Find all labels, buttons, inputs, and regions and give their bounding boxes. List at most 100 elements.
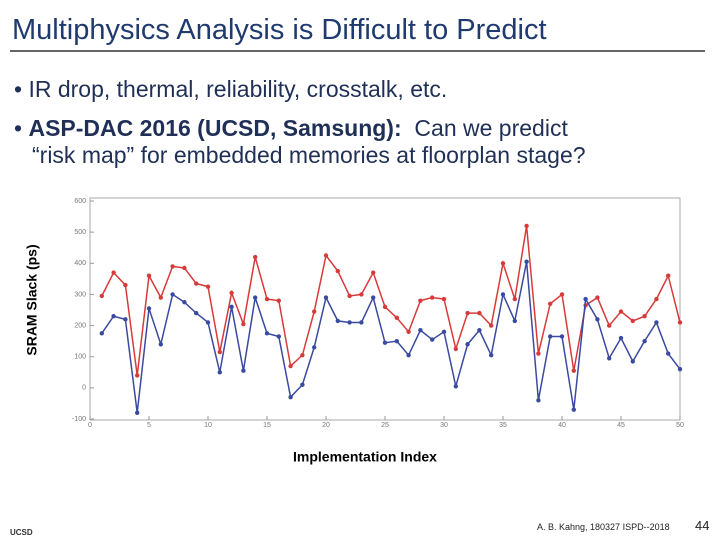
bullet: • ASP-DAC 2016 (UCSD, Samsung): Can we p… [14, 115, 568, 141]
data-point [583, 296, 588, 302]
data-point [630, 318, 635, 324]
x-tick-label: 15 [263, 422, 271, 429]
data-point [276, 298, 281, 303]
page-number: 44 [695, 518, 710, 533]
bullet-text: “risk map” for embedded memories at floo… [32, 142, 586, 168]
x-tick-label: 45 [617, 422, 625, 429]
y-tick-label: 600 [74, 198, 86, 205]
data-point [99, 293, 105, 299]
data-point [158, 342, 163, 347]
data-point [371, 270, 376, 275]
data-point [406, 329, 411, 334]
data-point [241, 321, 246, 327]
bullet: • IR drop, thermal, reliability, crossta… [14, 76, 448, 102]
slide-title: Multiphysics Analysis is Difficult to Pr… [12, 14, 547, 46]
data-point [323, 295, 329, 300]
data-point [654, 296, 659, 302]
x-tick-label: 40 [558, 422, 566, 429]
data-point [99, 331, 105, 336]
series-line [101, 261, 681, 413]
y-tick-label: 400 [74, 260, 86, 267]
data-point [264, 331, 270, 336]
y-axis-label: SRAM Slack (ps) [24, 244, 40, 355]
data-point [642, 314, 647, 319]
data-point [642, 338, 647, 344]
data-point [205, 284, 211, 289]
data-point [170, 292, 175, 297]
y-tick-label: 100 [74, 354, 86, 361]
data-point [512, 318, 517, 324]
data-point [146, 273, 152, 278]
data-point [182, 300, 187, 305]
data-point [335, 268, 340, 274]
data-point [276, 334, 281, 339]
data-point [666, 273, 671, 278]
y-tick-label: 500 [74, 229, 86, 236]
data-point [489, 352, 494, 358]
data-point [524, 259, 529, 264]
data-point [607, 323, 612, 328]
data-point [394, 315, 399, 320]
data-point [347, 320, 352, 325]
data-point [536, 398, 541, 403]
y-tick-label: -100 [72, 416, 86, 423]
data-point [123, 282, 128, 288]
x-tick-label: 10 [204, 422, 212, 429]
data-point [359, 320, 364, 325]
data-point [430, 337, 435, 342]
data-point [406, 352, 411, 358]
data-point [618, 335, 624, 341]
data-point [394, 338, 399, 344]
bullet-text: IR drop, thermal, reliability, crosstalk… [28, 76, 448, 102]
data-point [441, 296, 447, 302]
data-point [323, 253, 329, 258]
data-point [654, 320, 659, 325]
data-point [111, 314, 116, 319]
data-point [477, 310, 482, 316]
data-point [500, 261, 506, 266]
data-point [170, 264, 175, 269]
data-point [335, 318, 340, 324]
data-point [571, 368, 576, 373]
data-point [241, 368, 246, 373]
data-point [217, 349, 222, 355]
data-point [300, 352, 305, 358]
y-tick-label: 200 [74, 322, 86, 329]
data-point [146, 306, 152, 311]
x-tick-label: 20 [322, 422, 330, 429]
data-point [630, 359, 635, 364]
x-axis-label: Implementation Index [293, 449, 437, 465]
data-point [418, 298, 423, 303]
data-point [382, 340, 388, 345]
data-point [677, 366, 683, 372]
data-point [559, 292, 565, 297]
data-point [595, 317, 600, 322]
bullet-bold: ASP-DAC 2016 (UCSD, Samsung): [28, 115, 402, 141]
data-point [595, 295, 600, 300]
data-point [158, 295, 163, 300]
data-point [253, 295, 258, 300]
data-point [312, 345, 317, 350]
data-point [205, 320, 211, 325]
data-point [465, 310, 470, 316]
logo: UCSD [10, 528, 33, 537]
data-point [253, 254, 258, 260]
x-tick-label: 5 [147, 422, 151, 429]
x-tick-label: 25 [381, 422, 389, 429]
data-point [300, 382, 305, 387]
data-point [123, 317, 128, 322]
x-tick-label: 30 [440, 422, 448, 429]
data-point [666, 351, 671, 356]
data-point [229, 304, 234, 310]
data-point [359, 292, 364, 297]
x-tick-label: 50 [676, 422, 684, 429]
data-point [453, 384, 458, 389]
data-point [229, 290, 234, 296]
data-point [418, 328, 423, 333]
data-point [512, 296, 517, 302]
data-point [677, 320, 683, 325]
data-point [465, 342, 470, 347]
data-point [182, 265, 187, 271]
data-point [548, 334, 553, 339]
y-tick-label: 0 [82, 385, 86, 392]
